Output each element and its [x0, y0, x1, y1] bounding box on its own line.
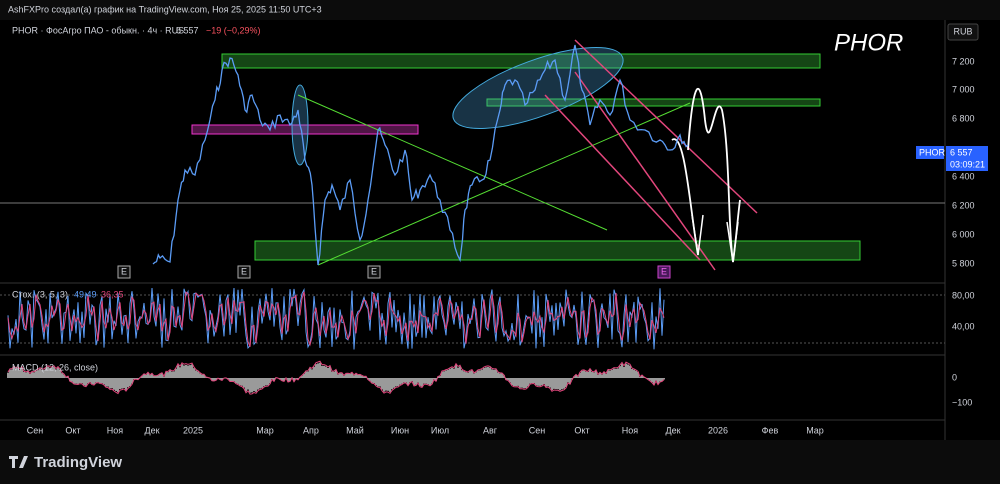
zone	[486, 98, 821, 107]
price-label: 6 800	[952, 113, 975, 123]
price-label: 6 200	[952, 200, 975, 210]
channel-line	[574, 39, 758, 214]
macd-axis-label: 0	[952, 372, 957, 382]
tag-price: 6 557	[950, 147, 973, 157]
time-label: 2026	[708, 425, 728, 435]
time-label: Сен	[529, 425, 546, 435]
time-label: Фев	[762, 425, 779, 435]
time-label: Июн	[391, 425, 409, 435]
time-label: Авг	[483, 425, 498, 435]
currency-box[interactable]	[947, 23, 979, 41]
time-label: Мар	[806, 425, 824, 435]
event[interactable]: E	[241, 266, 247, 276]
price-axis: RUB 7 200 7 000 6 800 6 400 6 200 6 000 …	[916, 23, 988, 407]
zone	[191, 124, 419, 135]
macd-title: MACD (12, 26, close)	[12, 362, 98, 372]
stoch-k-value: 49,49	[74, 289, 97, 299]
stoch-title: Стох. (3, 5, 3)	[12, 289, 68, 299]
stoch-d	[7, 291, 665, 347]
credit: AshFXPro создал(а) график на TradingView…	[8, 4, 322, 14]
stoch-k	[7, 287, 665, 350]
arrow-head	[691, 214, 739, 263]
event[interactable]: E	[121, 266, 127, 276]
macd-line	[7, 360, 665, 395]
brand: TradingView	[34, 454, 122, 471]
symbol-price: 6 557	[176, 25, 199, 35]
stoch-axis-label: 80,00	[952, 290, 975, 300]
currency[interactable]: RUB	[953, 26, 972, 36]
ellipse	[452, 47, 624, 129]
event-box[interactable]	[117, 265, 131, 279]
time-axis: Сен Окт Ноя Дек 2025 Мар Апр Май Июн Июл Авг Сен Окт…	[27, 425, 824, 435]
price-label: 7 000	[952, 84, 975, 94]
event-box[interactable]	[657, 265, 671, 279]
trend-line	[317, 102, 691, 266]
time-label: Окт	[65, 425, 80, 435]
price-tag	[946, 146, 988, 171]
watermark: PHOR	[834, 29, 903, 56]
symbol-title: PHOR · ФосАгро ПАО - обыкн. · 4ч · RUS	[12, 25, 184, 35]
zone	[221, 53, 821, 69]
macd-axis-label: −100	[952, 397, 972, 407]
logo: TradingView	[9, 454, 122, 471]
time-label: Мар	[256, 425, 274, 435]
price-label: 5 800	[952, 258, 975, 268]
zone	[254, 240, 861, 261]
logo-icon	[9, 456, 28, 468]
tag-symbol: PHOR	[919, 147, 946, 157]
time-label: Апр	[303, 425, 319, 435]
symbol-change: −19 (−0,29%)	[206, 25, 261, 35]
price-line	[152, 44, 689, 266]
chart-area	[0, 20, 1000, 440]
event-box[interactable]	[237, 265, 251, 279]
event-box[interactable]	[367, 265, 381, 279]
events: E E E E	[117, 265, 671, 279]
time-label: Окт	[574, 425, 589, 435]
time-label: 2025	[183, 425, 203, 435]
time-label: Ноя	[622, 425, 639, 435]
price-label: 7 200	[952, 56, 975, 66]
trend-line	[297, 94, 608, 231]
price-label: 6 400	[952, 171, 975, 181]
stoch-axis-label: 40,00	[952, 321, 975, 331]
channel-line	[544, 94, 701, 261]
event[interactable]: E	[371, 266, 377, 276]
time-label: Дек	[665, 425, 680, 435]
time-label: Дек	[144, 425, 159, 435]
tag-symbol-box	[916, 146, 944, 159]
tag-countdown: 03:09:21	[950, 159, 985, 169]
stoch-d-value: 36,35	[101, 289, 124, 299]
time-label: Сен	[27, 425, 44, 435]
event[interactable]: E	[661, 266, 667, 276]
time-label: Май	[346, 425, 364, 435]
price-label: 6 000	[952, 229, 975, 239]
time-label: Ноя	[107, 425, 124, 435]
time-label: Июл	[431, 425, 449, 435]
